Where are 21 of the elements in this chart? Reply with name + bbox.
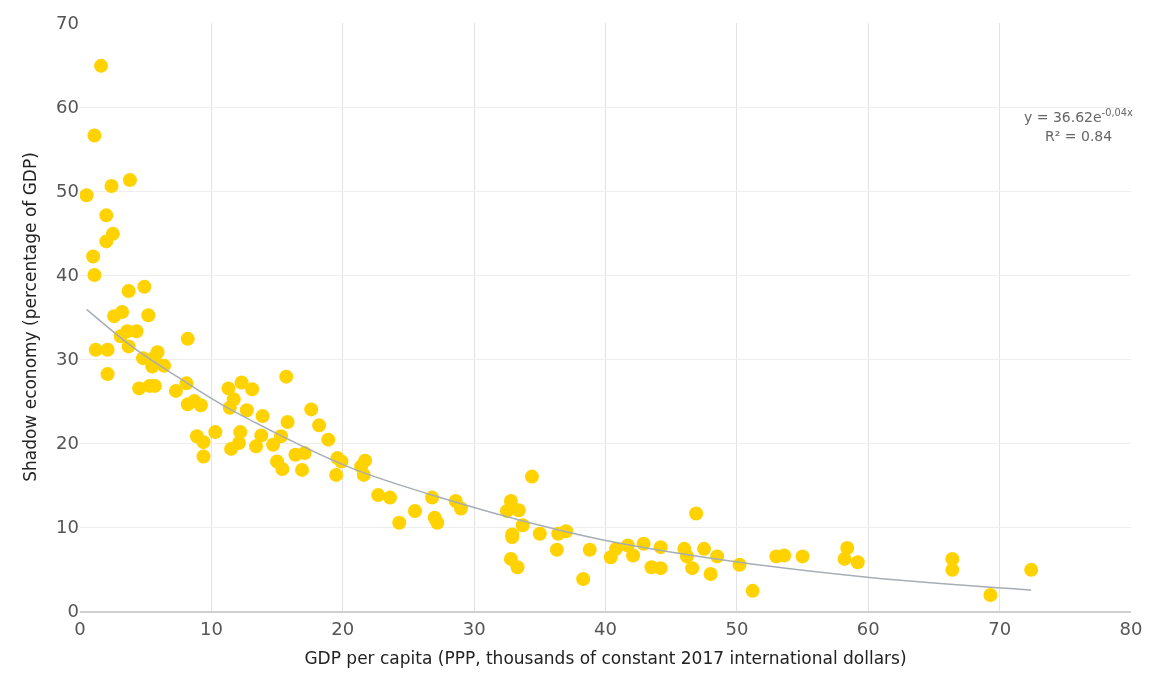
line-series xyxy=(85,308,1032,591)
x-tick-label: 80 xyxy=(1119,617,1143,639)
y-tick-label: 0 xyxy=(67,600,79,622)
y-tick-label: 60 xyxy=(56,96,79,118)
annotation: y = 36.62e$^{-0,04x}$ xyxy=(1024,107,1133,125)
x-tick-label: 30 xyxy=(462,617,486,639)
y-tick-label: 50 xyxy=(56,180,79,202)
x-axis-title: GDP per capita (PPP, thousands of constant 2017 international dollars) xyxy=(304,648,907,669)
y-tick-label: 30 xyxy=(56,348,79,370)
x-tick-label: 60 xyxy=(856,617,880,639)
y-tick-label: 40 xyxy=(56,264,79,286)
x-tick-label: 50 xyxy=(725,617,749,639)
x-tick-label: 20 xyxy=(331,617,355,639)
y-tick-label: 10 xyxy=(56,516,79,538)
y-axis-title: Shadow economy (percentage of GDP) xyxy=(19,152,40,482)
annotation: R² = 0.84 xyxy=(1045,128,1113,144)
y-tick-label: 20 xyxy=(56,432,79,454)
y-tick-label: 70 xyxy=(56,12,79,34)
x-tick-label: 70 xyxy=(988,617,1012,639)
x-tick-label: 40 xyxy=(594,617,617,639)
x-tick-label: 10 xyxy=(199,617,223,639)
